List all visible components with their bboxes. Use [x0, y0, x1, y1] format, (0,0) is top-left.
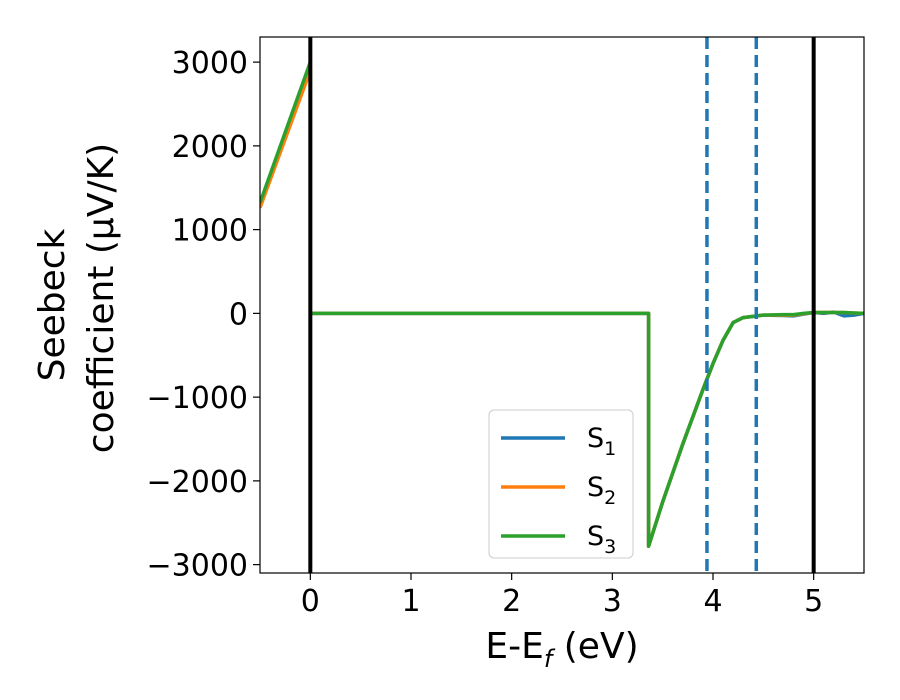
y-tick-label: 0 [229, 297, 248, 332]
y-axis: 3000 2000 1000 0 −1000 −2000 −3000 [147, 46, 260, 584]
legend-label-s2: S2 [587, 472, 616, 509]
y-tick-label: 1000 [172, 214, 248, 249]
x-tick-label: 4 [703, 584, 722, 619]
x-tick-label: 2 [502, 584, 521, 619]
y-axis-label-line2: coefficient (μV/K) [81, 143, 122, 453]
series-line-s3 [260, 60, 864, 548]
y-tick-label: 2000 [172, 130, 248, 165]
y-axis-label-line1: Seebeck [32, 228, 73, 381]
legend-box [488, 409, 634, 559]
x-axis-label: E-Ef (eV) [485, 626, 638, 673]
x-tick-label: 5 [804, 584, 823, 619]
y-tick-label: −3000 [147, 549, 248, 584]
y-tick-label: −2000 [147, 465, 248, 500]
plot-content [260, 37, 864, 573]
x-tick-label: 0 [301, 584, 320, 619]
plot-frame [259, 36, 865, 574]
legend-label-s1: S1 [587, 423, 616, 460]
y-tick-label: −1000 [147, 381, 248, 416]
legend: S1 S2 S3 [488, 409, 634, 559]
legend-label-s3: S3 [587, 521, 616, 558]
x-tick-label: 3 [603, 584, 622, 619]
x-axis: 0 1 2 3 4 5 [301, 573, 823, 619]
y-tick-label: 3000 [172, 46, 248, 81]
x-tick-label: 1 [401, 584, 420, 619]
